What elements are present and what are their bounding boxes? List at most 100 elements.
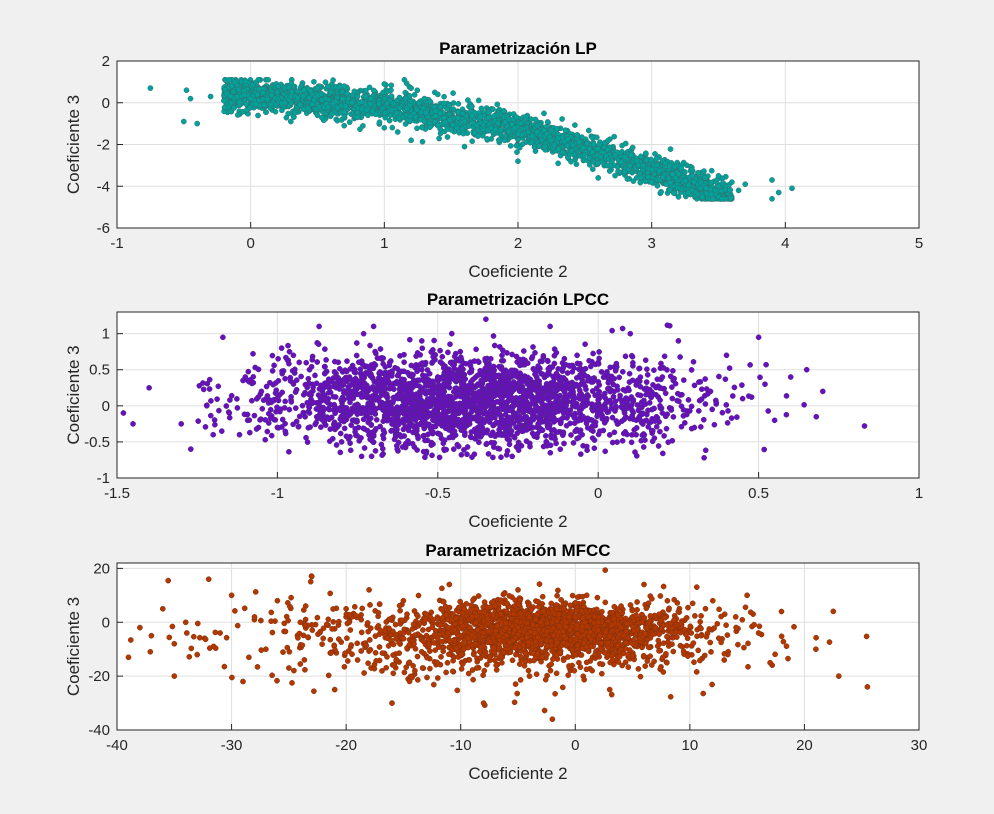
scatter-point xyxy=(638,174,645,181)
scatter-point xyxy=(478,105,485,112)
scatter-point xyxy=(272,108,279,115)
scatter-point xyxy=(286,448,292,455)
scatter-point xyxy=(299,402,306,409)
scatter-point xyxy=(622,140,629,147)
scatter-point xyxy=(234,396,240,402)
scatter-point xyxy=(466,369,473,376)
scatter-point xyxy=(447,341,453,348)
scatter-point xyxy=(648,166,655,173)
y-tick-label: 1 xyxy=(102,326,110,343)
scatter-point xyxy=(361,445,368,451)
scatter-point xyxy=(539,411,546,417)
scatter-point xyxy=(462,376,469,382)
scatter-point xyxy=(613,418,620,424)
scatter-point xyxy=(269,352,276,359)
scatter-point xyxy=(644,366,650,373)
scatter-point xyxy=(341,390,347,396)
scatter-point xyxy=(180,118,187,125)
scatter-point xyxy=(343,368,350,375)
scatter-point xyxy=(643,379,650,385)
scatter-point xyxy=(382,364,389,370)
scatter-point xyxy=(761,446,768,453)
scatter-point xyxy=(595,175,602,181)
x-tick-label: 5 xyxy=(915,235,923,252)
scatter-point xyxy=(630,359,636,366)
scatter-point xyxy=(523,438,530,444)
scatter-point xyxy=(663,425,670,432)
x-tick-label: 0 xyxy=(594,485,602,502)
scatter-point xyxy=(640,444,647,450)
scatter-point xyxy=(288,399,295,405)
scatter-point xyxy=(480,126,487,133)
scatter-point xyxy=(242,78,249,85)
scatter-point xyxy=(311,78,317,85)
scatter-point xyxy=(801,401,807,408)
scatter-point xyxy=(443,446,450,453)
scatter-point xyxy=(577,451,584,457)
scatter-point xyxy=(690,358,697,365)
scatter-point xyxy=(427,124,433,131)
scatter-point xyxy=(393,110,400,116)
scatter-point xyxy=(783,393,790,399)
scatter-point xyxy=(268,92,275,98)
scatter-point xyxy=(576,139,583,146)
scatter-point xyxy=(583,443,590,450)
scatter-point xyxy=(685,189,692,196)
scatter-point xyxy=(401,359,407,366)
scatter-point xyxy=(337,449,344,456)
scatter-point xyxy=(651,435,658,442)
scatter-point xyxy=(490,454,496,461)
scatter-point xyxy=(589,149,596,156)
scatter-point xyxy=(329,100,336,107)
scatter-point xyxy=(372,111,379,118)
scatter-point xyxy=(661,353,668,360)
scatter-point xyxy=(281,99,288,106)
y-tick-label: 0.5 xyxy=(89,362,110,379)
scatter-point xyxy=(619,368,626,375)
scatter-point xyxy=(221,104,228,111)
scatter-point xyxy=(223,90,230,97)
scatter-point xyxy=(450,90,456,96)
scatter-point xyxy=(628,402,635,408)
scatter-point xyxy=(526,406,533,413)
scatter-point xyxy=(417,361,424,368)
scatter-point xyxy=(416,377,423,383)
scatter-point xyxy=(731,384,738,391)
scatter-point xyxy=(358,453,365,460)
scatter-point xyxy=(476,439,482,446)
scatter-point xyxy=(511,125,518,132)
scatter-point xyxy=(465,97,471,103)
scatter-point xyxy=(486,114,492,121)
scatter-point xyxy=(214,396,220,402)
scatter-point xyxy=(259,405,266,412)
scatter-point xyxy=(501,137,508,144)
scatter-point xyxy=(524,360,531,367)
scatter-point xyxy=(365,112,371,119)
scatter-point xyxy=(488,124,495,131)
scatter-point xyxy=(194,120,201,127)
scatter-point xyxy=(414,350,421,356)
scatter-point xyxy=(606,168,613,174)
scatter-point xyxy=(486,109,492,116)
scatter-point xyxy=(590,407,596,414)
scatter-point xyxy=(729,179,735,185)
scatter-point xyxy=(529,354,536,360)
scatter-point xyxy=(763,361,769,368)
scatter-point xyxy=(341,83,348,89)
scatter-point xyxy=(557,446,564,453)
scatter-point xyxy=(695,408,702,414)
scatter-point xyxy=(495,120,501,127)
scatter-point xyxy=(520,356,527,363)
y-tick-label: -1 xyxy=(97,470,110,487)
scatter-point xyxy=(372,362,379,368)
scatter-point xyxy=(460,110,466,117)
scatter-point xyxy=(747,362,753,368)
scatter-point xyxy=(334,104,341,111)
scatter-point xyxy=(394,129,401,135)
scatter-point xyxy=(534,122,541,129)
scatter-point xyxy=(691,382,698,389)
scatter-point xyxy=(234,405,241,411)
scatter-point xyxy=(671,375,678,382)
scatter-point xyxy=(331,369,338,375)
scatter-series xyxy=(147,76,795,202)
